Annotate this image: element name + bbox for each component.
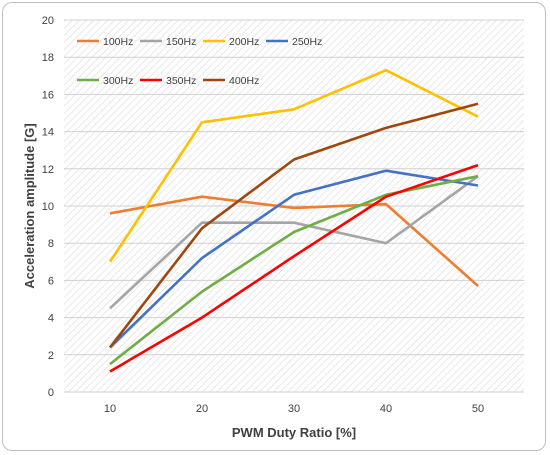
x-axis-ticks: 10 20 30 40 50: [104, 403, 484, 415]
legend-label: 300Hz: [103, 75, 133, 87]
y-tick-label: 18: [42, 52, 54, 64]
y-tick-label: 14: [42, 127, 54, 139]
series-line-100Hz: [109, 195, 479, 287]
legend-label: 350Hz: [166, 75, 196, 87]
legend-item-400Hz: 400Hz: [203, 75, 259, 87]
y-tick-label: 2: [48, 350, 54, 362]
x-tick-label: 20: [196, 403, 208, 415]
legend-item-300Hz: 300Hz: [77, 75, 133, 87]
legend-label: 100Hz: [103, 36, 133, 48]
legend: 100Hz 150Hz 200Hz 250Hz 300Hz 350Hz 400Hz: [77, 36, 322, 87]
y-tick-label: 4: [48, 313, 54, 325]
x-tick-label: 10: [104, 403, 116, 415]
series-lines: [108, 68, 479, 373]
series-line-200Hz: [108, 68, 479, 263]
y-tick-label: 6: [48, 275, 54, 287]
series-line-350Hz: [109, 163, 479, 373]
y-tick-label: 12: [42, 164, 54, 176]
legend-item-250Hz: 250Hz: [266, 36, 322, 48]
legend-item-350Hz: 350Hz: [140, 75, 196, 87]
y-tick-label: 8: [48, 238, 54, 250]
y-axis-ticks: 0 2 4 6 8 10 12 14 16 18 20: [42, 15, 54, 399]
series-line-250Hz: [109, 169, 479, 349]
legend-item-100Hz: 100Hz: [77, 36, 133, 48]
series-line-150Hz: [109, 175, 479, 310]
x-axis-title: PWM Duty Ratio [%]: [232, 425, 356, 440]
legend-label: 400Hz: [229, 75, 259, 87]
legend-label: 200Hz: [229, 36, 259, 48]
y-tick-label: 0: [48, 387, 54, 399]
legend-label: 250Hz: [292, 36, 322, 48]
y-tick-label: 10: [42, 201, 54, 213]
legend-label: 150Hz: [166, 36, 196, 48]
x-tick-label: 40: [380, 403, 392, 415]
x-tick-label: 30: [288, 403, 300, 415]
series-line-300Hz: [109, 174, 479, 366]
legend-item-200Hz: 200Hz: [203, 36, 259, 48]
gridlines: [64, 19, 524, 393]
y-tick-label: 20: [42, 15, 54, 27]
legend-item-150Hz: 150Hz: [140, 36, 196, 48]
y-axis-title: Acceleration amplitude [G]: [22, 123, 37, 288]
y-tick-label: 16: [42, 89, 54, 101]
x-tick-label: 50: [472, 403, 484, 415]
series-line-400Hz: [108, 102, 479, 349]
